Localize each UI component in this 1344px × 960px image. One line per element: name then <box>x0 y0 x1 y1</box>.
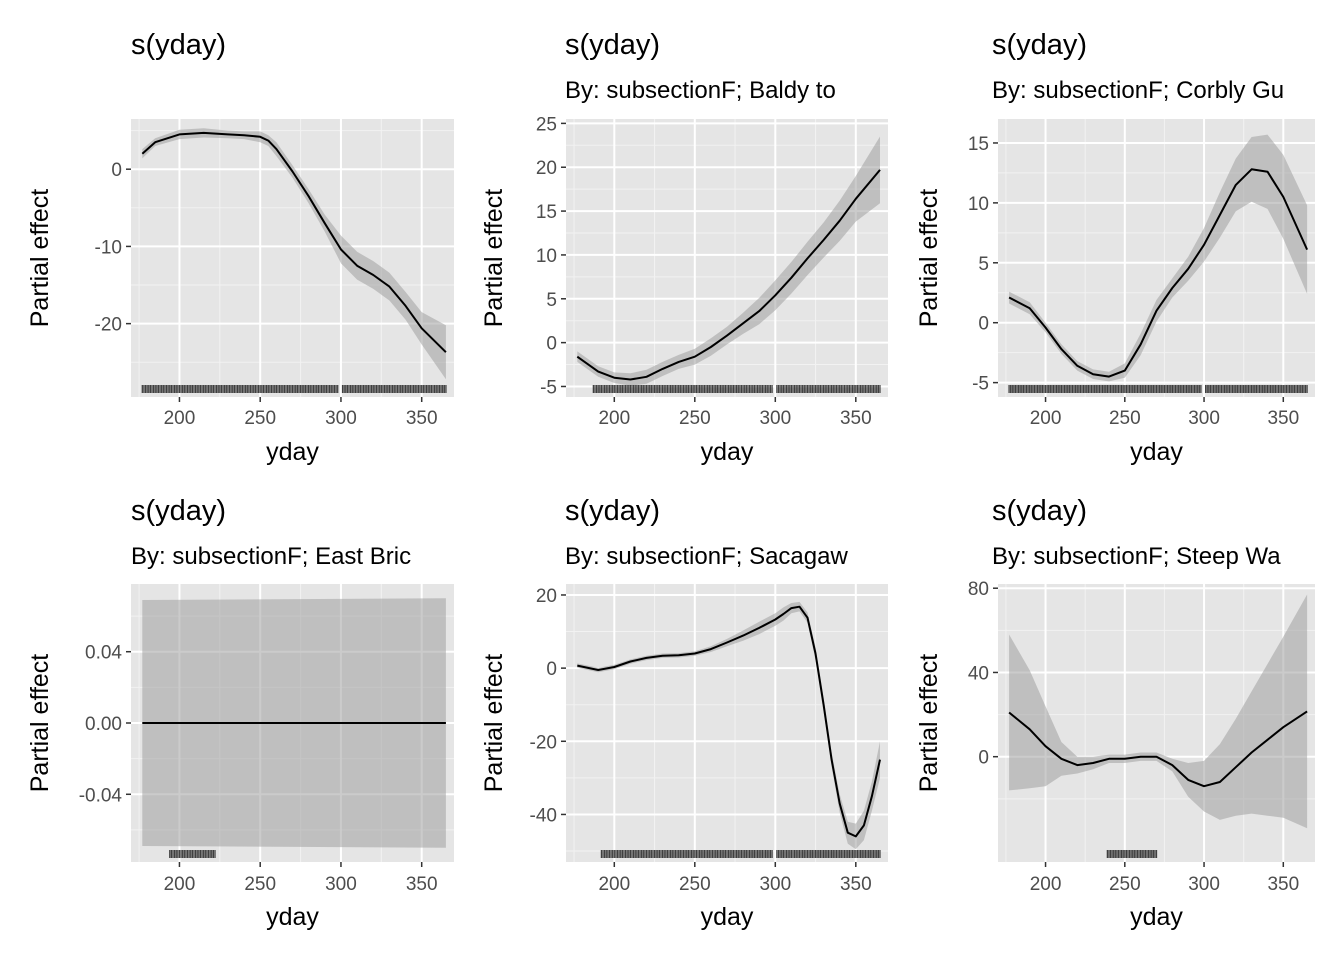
y-tick-label: -40 <box>530 805 557 826</box>
y-tick-label: 15 <box>536 202 557 223</box>
y-axis-label: Partial effect <box>480 654 508 793</box>
x-tick-label: 350 <box>840 408 872 429</box>
rug <box>169 850 216 858</box>
x-tick-label: 300 <box>1188 408 1220 429</box>
x-tick-label: 350 <box>1267 874 1299 895</box>
x-tick-label: 350 <box>840 874 872 895</box>
y-axis-label: Partial effect <box>915 654 943 793</box>
y-axis-label: Partial effect <box>26 189 54 328</box>
rug <box>600 850 881 858</box>
x-tick-label: 200 <box>598 874 630 895</box>
y-tick-label: 20 <box>536 586 557 607</box>
y-tick-label: 25 <box>536 114 557 135</box>
y-tick-label: 5 <box>546 290 557 311</box>
chart-panel-3: 200 250 300 350 15 10 5 0 -5 s(yday) By: subsectio… <box>915 29 1315 466</box>
y-tick-label: 10 <box>968 194 989 215</box>
y-axis-label: Partial effect <box>915 189 943 328</box>
y-tick-label: 0 <box>546 659 557 680</box>
chart-subtitle: By: subsectionF; Sacagaw <box>565 543 848 570</box>
x-tick-label: 350 <box>1267 408 1299 429</box>
y-tick-label: 0 <box>111 160 122 181</box>
y-tick-label: 40 <box>968 663 989 684</box>
y-tick-label: 15 <box>968 134 989 155</box>
x-tick-label: 250 <box>244 408 276 429</box>
smooth-line <box>1008 168 1309 378</box>
smooth-line <box>577 605 881 838</box>
y-tick-label: -5 <box>540 377 557 398</box>
chart-title: s(yday) <box>565 495 660 527</box>
x-tick-label: 250 <box>244 874 276 895</box>
y-tick-label: 0 <box>978 314 989 335</box>
x-tick-label: 250 <box>1109 874 1141 895</box>
plot-background <box>566 119 888 397</box>
y-tick-label: -0.04 <box>79 785 123 806</box>
x-tick-label: 200 <box>164 408 196 429</box>
x-tick-label: 300 <box>325 408 357 429</box>
x-axis-label: yday <box>266 903 319 931</box>
chart-title: s(yday) <box>131 495 226 527</box>
confidence-band <box>577 601 880 850</box>
x-tick-label: 200 <box>1030 874 1062 895</box>
rug <box>592 385 881 393</box>
confidence-band <box>142 128 446 380</box>
chart-title: s(yday) <box>131 29 226 61</box>
x-axis-label: yday <box>266 438 319 466</box>
x-axis-label: yday <box>1130 903 1183 931</box>
y-axis-label: Partial effect <box>480 189 508 328</box>
x-tick-label: 200 <box>1030 408 1062 429</box>
rug <box>1008 385 1308 393</box>
chart-title: s(yday) <box>992 495 1087 527</box>
y-tick-label: -20 <box>95 315 122 336</box>
chart-panel-2: 200 250 300 350 25 20 15 10 5 0 -5 s(yday) By: subse… <box>480 29 888 466</box>
y-tick-label: 80 <box>968 579 989 600</box>
chart-subtitle: By: subsectionF; Baldy to <box>565 77 836 104</box>
x-axis-label: yday <box>701 438 754 466</box>
chart-title: s(yday) <box>565 29 660 61</box>
y-tick-label: 0 <box>978 748 989 769</box>
confidence-band <box>1009 134 1308 382</box>
y-axis-label: Partial effect <box>26 654 54 793</box>
x-tick-label: 300 <box>325 874 357 895</box>
y-tick-label: -10 <box>95 237 122 258</box>
x-tick-label: 300 <box>759 408 791 429</box>
smooth-line <box>1008 710 1308 788</box>
y-tick-label: 20 <box>536 158 557 179</box>
chart-title: s(yday) <box>992 29 1087 61</box>
x-tick-label: 200 <box>598 408 630 429</box>
x-tick-label: 350 <box>406 408 438 429</box>
chart-subtitle: By: subsectionF; East Bric <box>131 543 411 570</box>
x-tick-label: 250 <box>679 874 711 895</box>
confidence-band <box>577 136 880 386</box>
rug <box>141 385 447 393</box>
x-tick-label: 350 <box>406 874 438 895</box>
chart-panel-1: 200 250 300 350 0 -10 -20 s(yday) yday Partial ef… <box>26 29 454 466</box>
rug <box>1106 850 1158 858</box>
x-axis-label: yday <box>1130 438 1183 466</box>
y-tick-label: 0 <box>546 334 557 355</box>
chart-subtitle: By: subsectionF; Steep Wa <box>992 543 1281 570</box>
x-tick-label: 200 <box>164 874 196 895</box>
smooth-line <box>141 131 447 353</box>
y-tick-label: 10 <box>536 246 557 267</box>
plot-background <box>566 584 888 862</box>
x-tick-label: 300 <box>759 874 791 895</box>
x-tick-label: 250 <box>679 408 711 429</box>
chart-subtitle: By: subsectionF; Corbly Gu <box>992 77 1284 104</box>
y-tick-label: 0.00 <box>85 714 122 735</box>
smooth-line <box>576 169 881 381</box>
y-tick-label: 0.04 <box>85 643 122 664</box>
x-axis-label: yday <box>701 903 754 931</box>
y-tick-label: -5 <box>972 374 989 395</box>
x-tick-label: 300 <box>1188 874 1220 895</box>
x-tick-label: 250 <box>1109 408 1141 429</box>
y-tick-label: 5 <box>978 254 989 275</box>
y-tick-label: -20 <box>530 732 557 753</box>
chart-panel-6: 200 250 300 350 80 40 0 s(yday) By: subsectionF;… <box>915 495 1315 931</box>
chart-panel-4: 200 250 300 350 0.04 0.00 -0.04 s(yday) By: subs… <box>26 495 454 931</box>
